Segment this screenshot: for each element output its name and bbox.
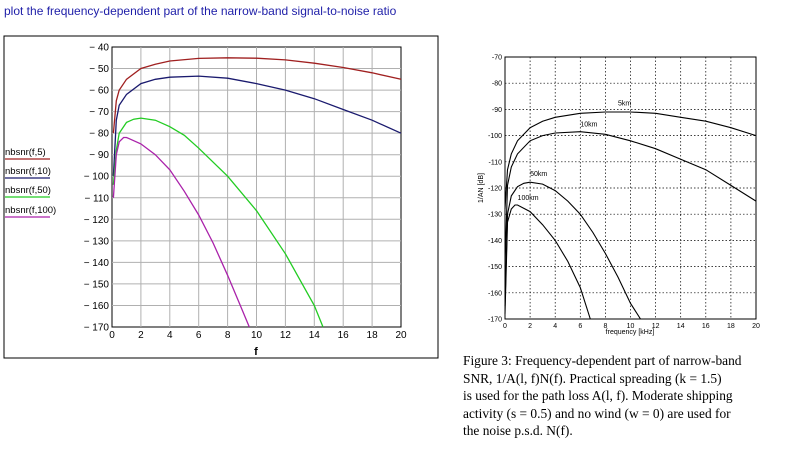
right-series-line — [504, 131, 757, 267]
left-grid — [112, 47, 401, 327]
right-x-tick-label: 20 — [752, 323, 760, 330]
right-y-tick-label: -110 — [489, 159, 503, 166]
left-tick-labels: 0 2 4 6 8 10 12 14 16 18 20 − 40 − 50 − 60 − 70 − 80 − 9… — [84, 43, 407, 342]
right-y-tick-label: -90 — [492, 107, 502, 114]
left-y-tick-label: − 110 — [84, 193, 109, 204]
caption-line-1: Figure 3: Frequency-dependent part of na… — [463, 353, 742, 368]
right-x-tick-label: 2 — [528, 323, 532, 330]
left-y-tick-label: − 170 — [84, 323, 110, 334]
left-y-tick-label: − 120 — [84, 215, 110, 226]
right-x-tick-label: 4 — [553, 323, 557, 330]
right-series-label: 50km — [530, 171, 547, 178]
right-y-axis-label: 1/AN [dB] — [478, 173, 485, 203]
right-x-tick-label: 16 — [702, 323, 710, 330]
figure-caption: Figure 3: Frequency-dependent part of na… — [463, 352, 793, 440]
left-y-tick-label: − 90 — [89, 150, 109, 161]
right-series-line — [504, 181, 641, 320]
right-x-axis-label: frequency [kHz] — [606, 329, 655, 336]
caption-line-4: activity (s = 0.5) and no wind (w = 0) a… — [463, 405, 731, 421]
left-legend-entry: nbsnr(f,10) — [5, 166, 51, 177]
right-x-tick-label: 6 — [578, 323, 582, 330]
right-series-group — [504, 111, 757, 320]
left-legend-entry: nbsnr(f,100) — [5, 205, 56, 216]
right-series-label: 5km — [618, 100, 631, 107]
left-x-tick-label: 14 — [309, 330, 321, 341]
right-y-tick-label: -120 — [488, 186, 502, 193]
left-x-tick-label: 2 — [138, 330, 144, 341]
right-series-label: 10km — [580, 121, 597, 128]
left-x-tick-label: 0 — [109, 330, 115, 341]
left-x-tick-label: 10 — [251, 330, 263, 341]
caption-line-5: the noise p.s.d. N(f). — [463, 423, 573, 439]
left-y-tick-label: − 60 — [89, 86, 109, 97]
left-x-tick-label: 6 — [196, 330, 202, 341]
right-y-tick-label: -150 — [488, 264, 502, 271]
right-x-tick-label: 18 — [727, 323, 735, 330]
left-y-tick-label: − 50 — [89, 64, 109, 75]
right-y-tick-label: -100 — [488, 133, 502, 140]
left-x-tick-label: 20 — [395, 330, 407, 341]
right-series-line — [504, 111, 757, 210]
left-y-tick-label: − 160 — [84, 301, 110, 312]
right-y-tick-label: -130 — [488, 212, 502, 219]
right-series-line — [504, 204, 591, 320]
left-y-tick-label: − 40 — [89, 43, 109, 54]
left-legend-entry: nbsnr(f,5) — [5, 147, 46, 158]
right-y-tick-label: -160 — [488, 290, 502, 297]
left-legend-entry: nbsnr(f,50) — [5, 185, 51, 196]
left-x-tick-label: 16 — [338, 330, 350, 341]
left-y-tick-label: − 80 — [89, 129, 109, 140]
right-y-tick-label: -80 — [492, 81, 502, 88]
page-heading: plot the frequency-dependent part of the… — [4, 4, 397, 18]
left-series-line — [112, 57, 402, 134]
left-y-tick-label: − 140 — [84, 258, 110, 269]
right-x-tick-label: 10 — [627, 323, 635, 330]
left-series-group — [112, 57, 402, 328]
right-series-labels: 5km 10km 50km 100km — [518, 100, 632, 201]
right-y-tick-label: -170 — [488, 317, 502, 324]
caption-line-3: is used for the path loss A(l, f). Moder… — [463, 388, 733, 404]
left-x-tick-label: 12 — [280, 330, 292, 341]
left-series-line — [112, 75, 402, 177]
left-series-line — [112, 136, 250, 328]
left-legend: nbsnr(f,5) nbsnr(f,10) nbsnr(f,50) nbsnr(f,… — [5, 147, 56, 218]
left-x-axis-label: f — [254, 346, 258, 358]
right-x-tick-label: 0 — [503, 323, 507, 330]
left-y-tick-label: − 100 — [84, 172, 110, 183]
left-x-tick-label: 18 — [367, 330, 379, 341]
right-y-tick-label: -140 — [488, 238, 502, 245]
left-series-line — [112, 117, 324, 328]
caption-line-2: SNR, 1/A(l, f)N(f). Practical spreading … — [463, 370, 722, 386]
left-y-tick-label: − 150 — [84, 279, 110, 290]
left-x-tick-label: 8 — [225, 330, 231, 341]
right-x-tick-label: 14 — [677, 323, 685, 330]
right-tick-labels: 0 2 4 6 8 10 12 14 16 18 20 -70 -80 -90 -100 -110 -120 -1… — [488, 55, 760, 331]
right-grid — [505, 57, 756, 319]
left-x-tick-label: 4 — [167, 330, 173, 341]
right-x-tick-label: 12 — [652, 323, 660, 330]
right-x-tick-label: 8 — [603, 323, 607, 330]
right-y-tick-label: -70 — [492, 55, 502, 62]
left-y-tick-label: − 70 — [89, 107, 109, 118]
left-y-tick-label: − 130 — [84, 236, 110, 247]
right-series-label: 100km — [518, 195, 539, 202]
